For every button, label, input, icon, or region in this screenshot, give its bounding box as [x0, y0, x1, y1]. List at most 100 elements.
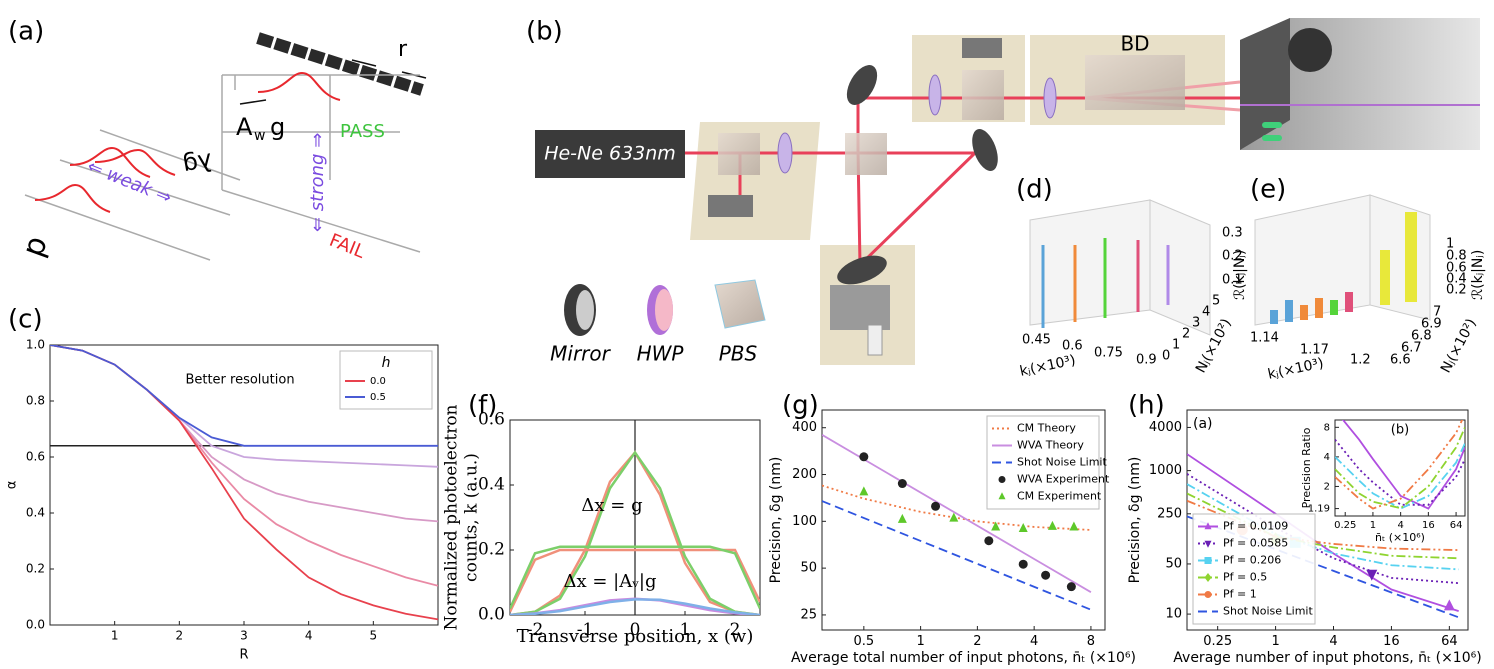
- z-label: ℛ(kⱼ|Nⱼ): [1470, 250, 1486, 300]
- legend-label: 0.0: [370, 376, 386, 387]
- bar-3d: [1315, 298, 1323, 318]
- legend-label: 0.5: [370, 392, 386, 403]
- x-tick-label: 2: [973, 634, 981, 649]
- legend: Pf = 0.0109 Pf = 0.0585 Pf = 0.206 Pf = 0.5…: [1192, 513, 1316, 625]
- panel-e: (e) 1 0.8 0.6 0.4 0.2 ℛ(kⱼ|Nⱼ) 1.14 1.17…: [1250, 175, 1486, 383]
- point: [1047, 520, 1057, 530]
- y-tick-label: 25: [800, 607, 817, 622]
- chart: 0.5 1 2 4 8 25 50 100 200 400 Average total number…: [768, 391, 1136, 667]
- bd-label: BD: [1120, 32, 1149, 56]
- series-line: [50, 345, 438, 447]
- x-tick-label: 2: [176, 628, 184, 642]
- x-tick-label: 16: [1383, 634, 1400, 649]
- camera-face: [1240, 18, 1290, 150]
- y-tick: 4: [1202, 305, 1210, 320]
- pbs-cube: [962, 70, 1004, 120]
- y-tick-label: 0.8: [26, 394, 45, 408]
- x-tick-label: 0.25: [1334, 520, 1356, 531]
- y-tick-label: 1000: [1149, 463, 1182, 478]
- y-tick-label: 250: [1157, 506, 1182, 521]
- legend-pbs: PBS: [719, 342, 758, 366]
- led: [1262, 122, 1282, 128]
- y-tick-label: 0.2: [478, 540, 505, 560]
- y-tick: 7: [1433, 305, 1441, 320]
- z-tick: 0.4: [1446, 272, 1467, 287]
- panel-b: (b) He-Ne 633nm BD Mirror HWP PBS: [526, 17, 1480, 366]
- y-axis-label: Normalized photoelectron: [442, 404, 462, 630]
- point: [1204, 572, 1212, 583]
- box-3d: [1254, 194, 1431, 326]
- pbs-cube: [718, 133, 760, 175]
- detector: [962, 38, 1002, 58]
- chart: -2 -1 0 1 2 0.0 0.2 0.4 0.6 Transverse position, …: [442, 391, 761, 647]
- panel-label: (h): [1128, 391, 1165, 421]
- z-tick: 0.2: [1222, 249, 1243, 264]
- series-line: [1187, 492, 1459, 560]
- point: [897, 479, 907, 489]
- x-tick-label: 4: [1329, 634, 1337, 649]
- z-tick: 0.8: [1446, 249, 1467, 264]
- y-tick-label: 100: [792, 514, 817, 529]
- y-tick-label: 0.4: [26, 506, 45, 520]
- y-tick-label: 0.2: [26, 562, 45, 576]
- series-line: [1187, 453, 1459, 612]
- series-line: [510, 545, 760, 610]
- label-pass: PASS: [340, 121, 385, 142]
- bar-3d: [1285, 300, 1293, 322]
- chart: 1 2 3 4 5 0.0 0.2 0.4 0.6 0.8 1.0 Rα (c) Better resol…: [5, 305, 439, 663]
- label-d: d: [18, 232, 57, 262]
- bar-3d: [1405, 212, 1417, 302]
- bar-3d: [1300, 305, 1308, 320]
- mirror: [846, 65, 878, 105]
- series-line: [510, 450, 760, 615]
- back-wall: [1029, 199, 1151, 326]
- y-tick: 6.7: [1401, 341, 1422, 356]
- mirror-icon-face: [576, 290, 594, 330]
- point: [1204, 540, 1212, 548]
- series-line: [1335, 442, 1465, 510]
- point: [998, 476, 1006, 483]
- legend-box: [1192, 513, 1316, 625]
- mirror: [972, 128, 998, 172]
- gaussian: [257, 71, 341, 101]
- legend-mirror: Mirror: [550, 342, 611, 366]
- x-tick-label: -2: [527, 620, 544, 640]
- plot-area: [510, 420, 760, 615]
- plot-area: [50, 345, 438, 621]
- led: [1262, 135, 1282, 141]
- point: [1443, 599, 1455, 611]
- y-tick: 5: [1212, 294, 1220, 309]
- legend: CM Theory WVA Theory Shot Noise Limit WVA E…: [986, 415, 1110, 510]
- point: [991, 521, 1001, 531]
- legend-label: Shot Noise Limit: [1223, 605, 1313, 618]
- x-tick-label: 4: [1397, 520, 1403, 531]
- panel-label: (g): [782, 391, 819, 421]
- series-line: [1335, 426, 1465, 510]
- y-tick-label: 1.19: [1308, 504, 1330, 515]
- y-tick-label: 50: [800, 561, 817, 576]
- y-axis-label: counts, k (a.u.): [462, 453, 482, 582]
- y-tick-label: 4: [1324, 452, 1330, 463]
- x-tick-label: 4: [1030, 634, 1038, 649]
- panel-label: (b): [526, 17, 563, 47]
- camera-lens: [1288, 28, 1332, 72]
- legend-hwp: HWP: [637, 342, 685, 366]
- legend-label: CM Experiment: [1017, 490, 1102, 503]
- x-tick: 0.75: [1094, 346, 1123, 361]
- point: [1204, 522, 1212, 530]
- point: [1018, 559, 1028, 569]
- y-axis-label: α: [5, 481, 20, 490]
- annotation: Better resolution: [185, 373, 294, 388]
- x-tick: 0.6: [1062, 339, 1083, 354]
- legend-label: Pf = 0.5: [1223, 571, 1267, 584]
- label-r: r: [398, 37, 408, 62]
- x-tick-label: 64: [1450, 520, 1463, 531]
- inner-label: (a): [1193, 416, 1213, 432]
- annotation: Δx = g: [581, 495, 642, 516]
- series-line: [1335, 420, 1464, 510]
- point: [1204, 557, 1212, 564]
- panel-label: (d): [1016, 175, 1053, 205]
- y-axis-label: Precision Ratio: [1300, 427, 1313, 508]
- mirror: [837, 255, 887, 285]
- x-axis-label: Transverse position, x (w): [517, 626, 754, 647]
